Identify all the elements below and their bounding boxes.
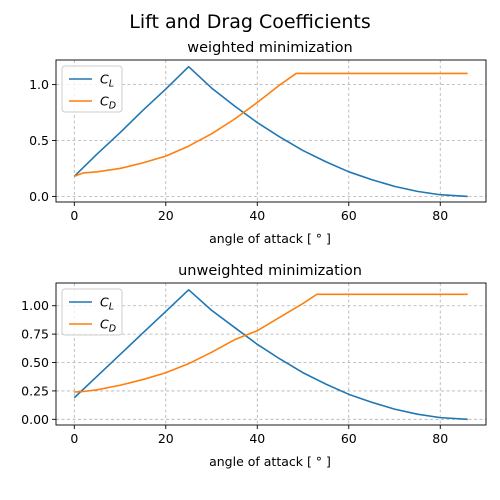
legend-label-cd: CD xyxy=(100,94,116,112)
y-tick-label: 0.0 xyxy=(29,189,49,204)
legend-label-cd: CD xyxy=(100,317,116,335)
series-line-cl xyxy=(73,65,468,198)
ticks: 0 20 40 60 80 0.0 0.5 1.0 xyxy=(29,77,448,223)
y-tick-label: 0.5 xyxy=(29,133,49,148)
x-axis-label: angle of attack [ ° ] xyxy=(209,231,331,246)
series-layer xyxy=(73,65,468,198)
series-layer xyxy=(73,289,468,421)
series-line-cl xyxy=(73,289,468,421)
axes-title: weighted minimization xyxy=(187,40,352,56)
axes-frame xyxy=(55,282,487,426)
legend-label-cl: CL xyxy=(100,72,114,90)
y-tick-label: 0.75 xyxy=(21,327,49,342)
y-tick-label: 0.25 xyxy=(21,383,49,398)
x-axis-label: angle of attack [ ° ] xyxy=(209,454,331,469)
grid xyxy=(56,60,486,202)
ticks: 0 20 40 60 80 0.00 0.25 0.50 0.75 1.00 xyxy=(21,298,448,446)
series-line-cd xyxy=(74,72,468,178)
x-tick-label: 20 xyxy=(158,431,174,446)
x-tick-label: 40 xyxy=(249,431,265,446)
grid xyxy=(56,283,486,425)
x-tick-label: 60 xyxy=(341,208,357,223)
x-tick-label: 0 xyxy=(70,431,78,446)
x-tick-label: 60 xyxy=(341,431,357,446)
legend: CL CD xyxy=(61,65,123,113)
axes-unweighted: unweighted minimization 0 20 40 60 80 0.00 0.2… xyxy=(21,263,487,469)
axes-frame xyxy=(55,59,487,203)
y-tick-label: 1.0 xyxy=(29,77,49,92)
x-tick-label: 20 xyxy=(158,208,174,223)
legend: CL CD xyxy=(61,288,123,336)
x-tick-label: 0 xyxy=(70,208,78,223)
y-tick-label: 1.00 xyxy=(21,298,49,313)
x-tick-label: 80 xyxy=(432,431,448,446)
figure-title: Lift and Drag Coefficients xyxy=(129,11,370,33)
axes-title: unweighted minimization xyxy=(178,263,362,279)
x-tick-label: 40 xyxy=(249,208,265,223)
x-tick-label: 80 xyxy=(432,208,448,223)
y-tick-label: 0.00 xyxy=(21,412,49,427)
axes-weighted: weighted minimization 0 20 40 60 80 0.0 0.5 1.0… xyxy=(29,40,487,246)
legend-label-cl: CL xyxy=(100,295,114,313)
y-tick-label: 0.50 xyxy=(21,355,49,370)
series-line-cd xyxy=(74,293,468,393)
